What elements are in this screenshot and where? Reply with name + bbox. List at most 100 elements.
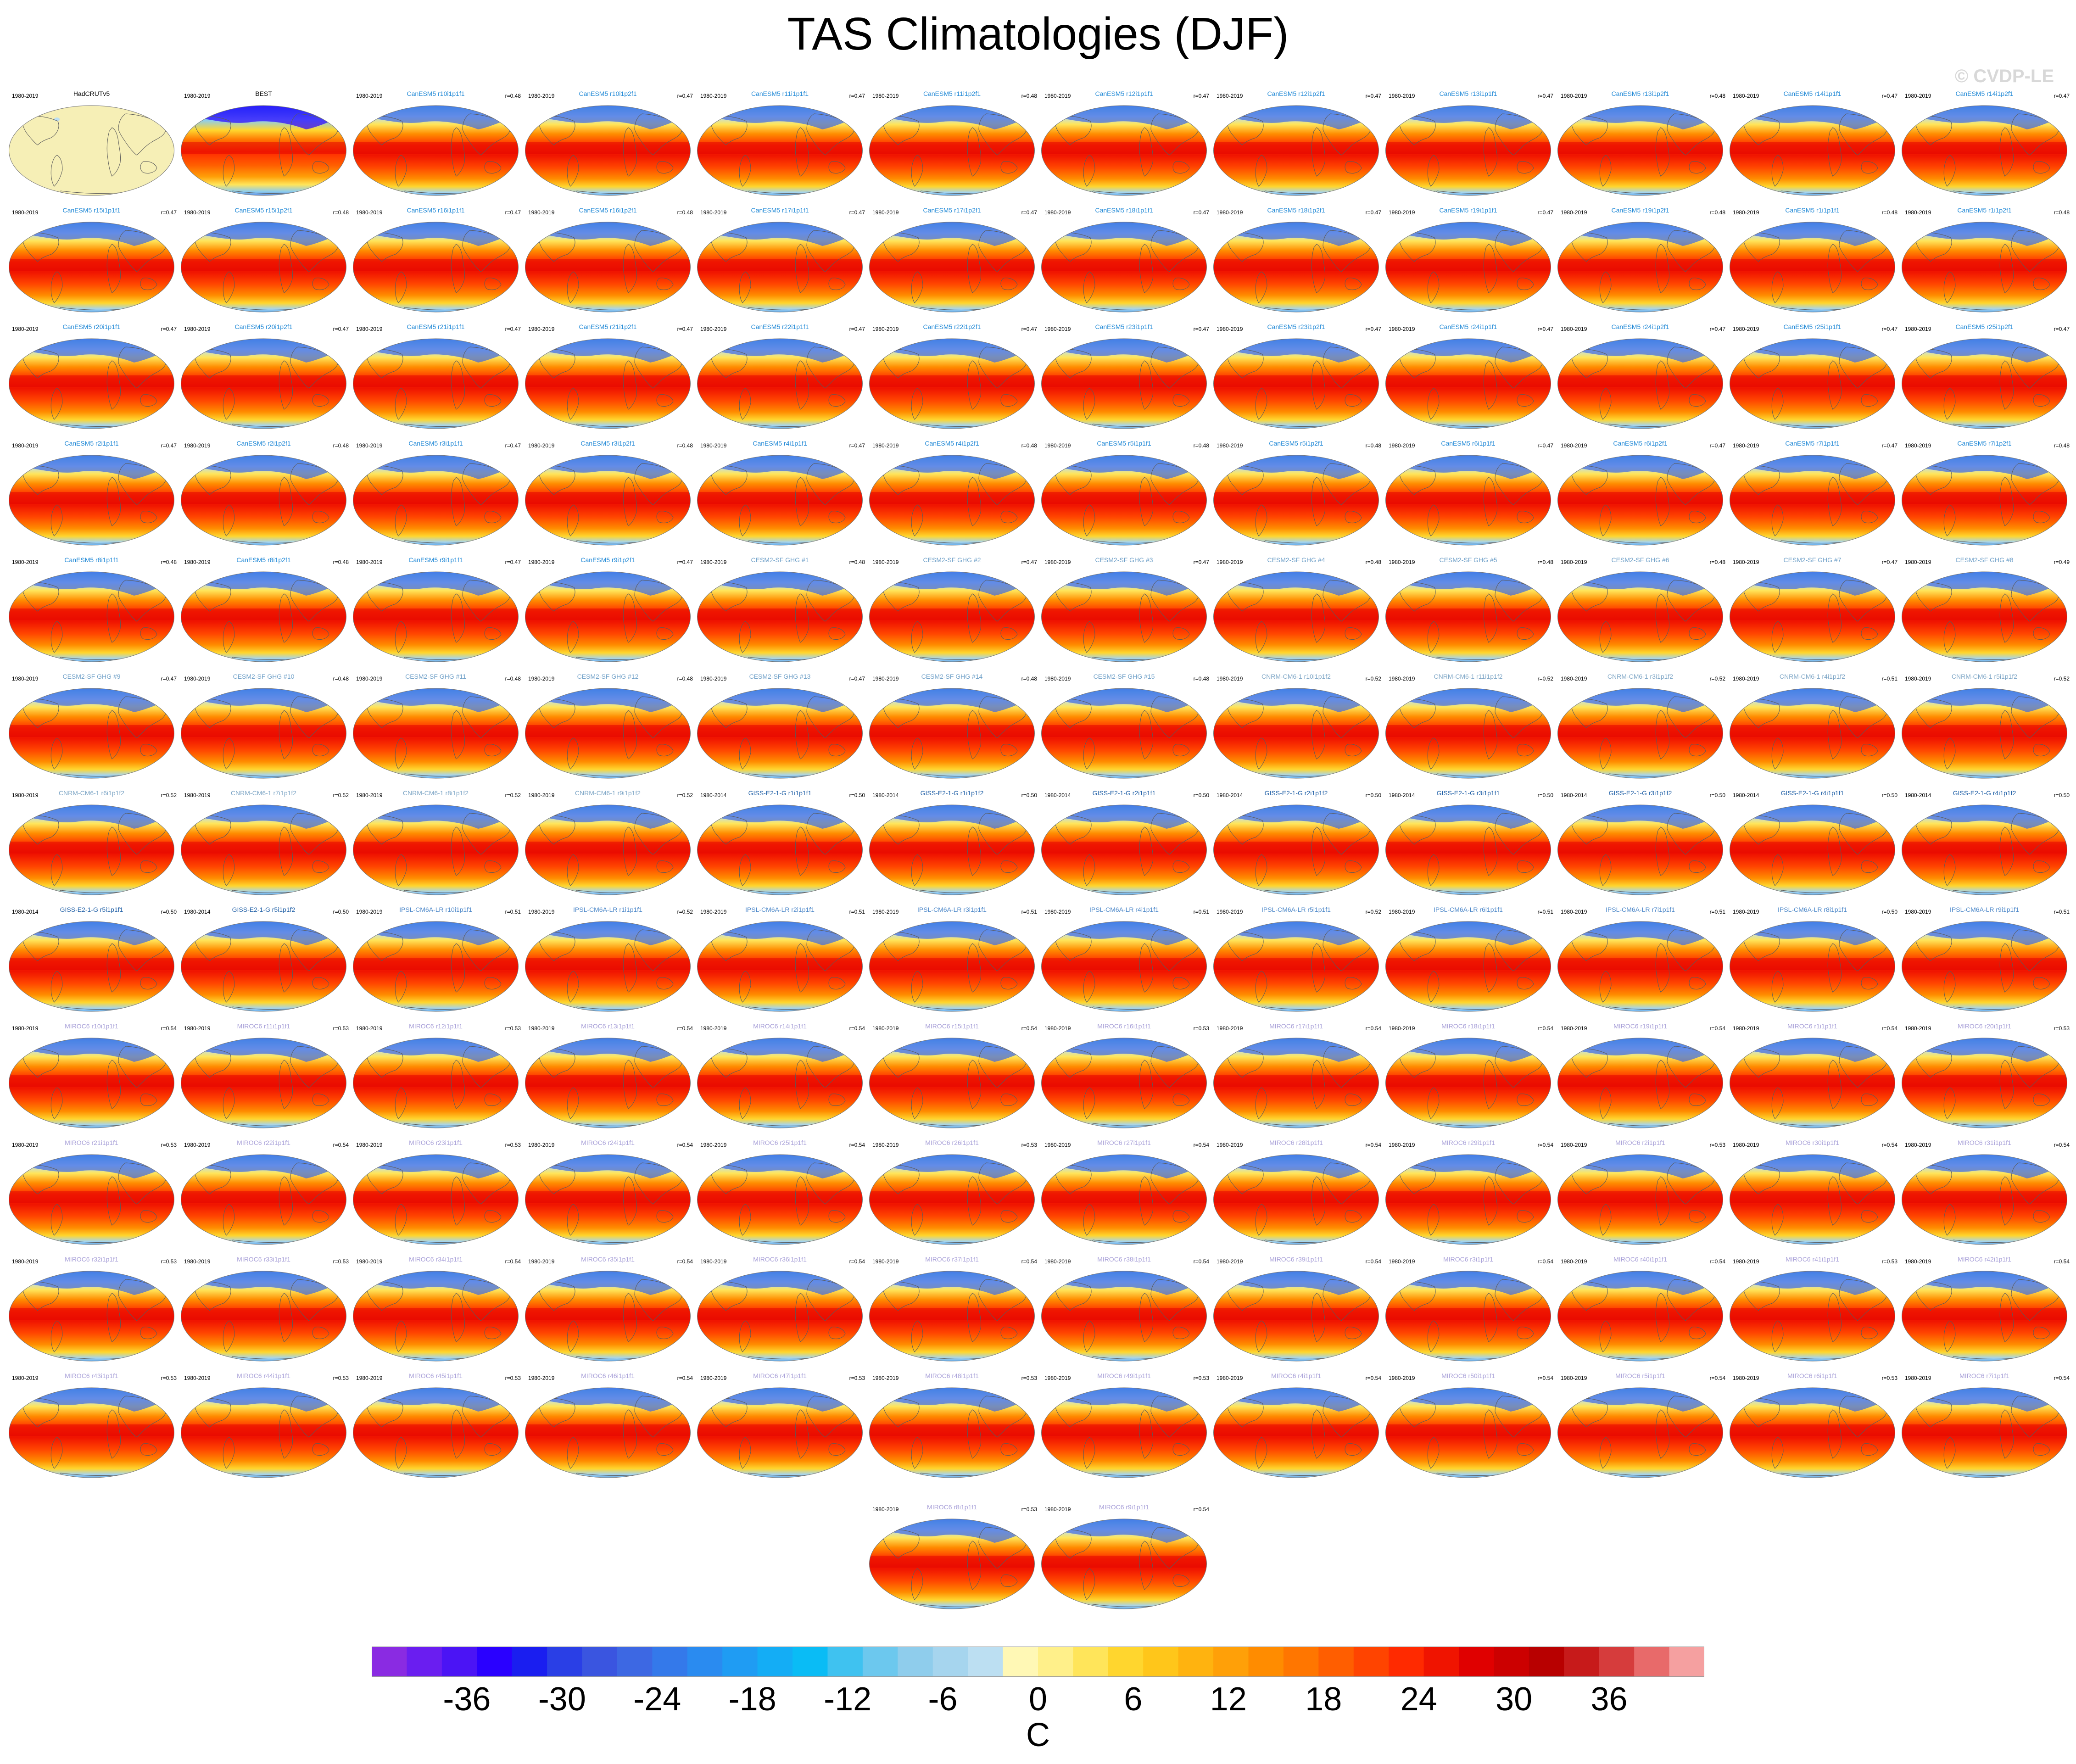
panel-period: 1980-2019	[1217, 1258, 1243, 1265]
watermark: © CVDP-LE	[1954, 66, 2054, 86]
colorbar	[372, 1647, 1704, 1677]
panel-name: CanESM5 r7i1p1f1	[1785, 440, 1840, 447]
map-plot	[1730, 1271, 1895, 1362]
panel-pattern-correlation: r=0.47	[1709, 442, 1725, 449]
panel-period: 1980-2019	[184, 209, 211, 216]
map-panel: 1980-2019 MIROC6 r25i1p1f1 r=0.54	[694, 1139, 866, 1247]
colorbar-bin	[1318, 1647, 1354, 1677]
panel-name: MIROC6 r4i1p1f1	[1271, 1372, 1321, 1379]
panel-name: GISS-E2-1-G r4i1p1f2	[1953, 789, 2016, 797]
map-plot	[1041, 1271, 1207, 1362]
panel-name: CanESM5 r16i1p2f1	[579, 207, 637, 214]
map-plot	[1557, 804, 1723, 895]
panel-pattern-correlation: r=0.48	[333, 675, 349, 682]
panel-name: CanESM5 r20i1p1f1	[62, 323, 121, 330]
panel-pattern-correlation: r=0.53	[1881, 1258, 1897, 1265]
map-panel: 1980-2019 CanESM5 r20i1p1f1 r=0.47	[6, 323, 178, 431]
map-panel: 1980-2019 MIROC6 r10i1p1f1 r=0.54	[6, 1022, 178, 1131]
panel-name: CESM2-SF GHG #11	[405, 673, 466, 680]
panel-name: MIROC6 r42i1p1f1	[1958, 1256, 2011, 1263]
panel-period: 1980-2019	[1389, 1142, 1415, 1148]
panel-pattern-correlation: r=0.51	[849, 909, 865, 915]
panel-pattern-correlation: r=0.47	[1881, 93, 1897, 99]
panel-period: 1980-2019	[528, 93, 555, 99]
panel-period: 1980-2019	[356, 1142, 383, 1148]
map-panel: 1980-2019 MIROC6 r29i1p1f1 r=0.54	[1382, 1139, 1554, 1247]
map-plot	[1557, 105, 1723, 196]
panel-pattern-correlation: r=0.53	[1021, 1142, 1037, 1148]
map-panel: 1980-2019 CanESM5 r8i1p1f1 r=0.48	[6, 556, 178, 664]
map-panel: 1980-2019 MIROC6 r24i1p1f1 r=0.54	[522, 1139, 694, 1247]
map-plot	[1213, 571, 1379, 662]
map-plot	[1385, 804, 1551, 895]
panel-name: CESM2-SF GHG #4	[1267, 556, 1325, 564]
map-plot	[1902, 921, 2067, 1012]
panel-pattern-correlation: r=0.53	[1881, 1375, 1897, 1381]
map-plot	[697, 921, 863, 1012]
map-plot	[525, 688, 691, 779]
panel-period: 1980-2019	[1905, 559, 1931, 565]
panel-period: 1980-2019	[1733, 1142, 1759, 1148]
panel-name: CNRM-CM6-1 r11i1p1f2	[1434, 673, 1503, 680]
map-panel: 1980-2019 IPSL-CM6A-LR r2i1p1f1 r=0.51	[694, 906, 866, 1014]
colorbar-bin	[582, 1647, 618, 1677]
panel-period: 1980-2019	[1733, 93, 1759, 99]
panel-period: 1980-2019	[700, 1142, 727, 1148]
map-plot	[9, 455, 174, 546]
panel-period: 1980-2019	[184, 442, 211, 449]
colorbar-tick-label: 18	[1305, 1681, 1342, 1718]
panel-period: 1980-2019	[1905, 326, 1931, 332]
map-panel: 1980-2019 CanESM5 r6i1p1f1 r=0.47	[1382, 440, 1554, 548]
panel-period: 1980-2019	[528, 1142, 555, 1148]
panel-pattern-correlation: r=0.47	[1365, 93, 1381, 99]
panel-period: 1980-2014	[1561, 792, 1587, 798]
map-panel: 1980-2019 MIROC6 r42i1p1f1 r=0.54	[1898, 1256, 2070, 1364]
panel-name: CanESM5 r13i1p1f1	[1439, 90, 1497, 97]
colorbar-bin	[862, 1647, 898, 1677]
map-plot	[1041, 921, 1207, 1012]
map-plot	[181, 222, 346, 313]
panel-period: 1980-2019	[356, 442, 383, 449]
panel-period: 1980-2019	[872, 1142, 899, 1148]
colorbar-bin	[1108, 1647, 1144, 1677]
map-panel: 1980-2019 CanESM5 r24i1p2f1 r=0.47	[1554, 323, 1726, 431]
panel-name: CanESM5 r10i1p1f1	[407, 90, 465, 97]
panel-name: MIROC6 r26i1p1f1	[925, 1139, 979, 1146]
panel-period: 1980-2014	[1044, 792, 1071, 798]
map-panel: 1980-2019 MIROC6 r30i1p1f1 r=0.54	[1726, 1139, 1898, 1247]
panel-period: 1980-2019	[12, 675, 39, 682]
panel-name: GISS-E2-1-G r1i1p1f1	[748, 789, 812, 797]
panel-name: MIROC6 r34i1p1f1	[409, 1256, 463, 1263]
panel-name: CESM2-SF GHG #12	[577, 673, 639, 680]
map-plot	[9, 338, 174, 429]
map-plot	[1730, 804, 1895, 895]
panel-name: MIROC6 r38i1p1f1	[1097, 1256, 1151, 1263]
panel-pattern-correlation: r=0.52	[1537, 675, 1553, 682]
map-plot	[525, 1154, 691, 1245]
map-plot	[1213, 1154, 1379, 1245]
panel-period: 1980-2014	[700, 792, 727, 798]
panel-period: 1980-2019	[356, 209, 383, 216]
panel-name: MIROC6 r13i1p1f1	[581, 1022, 635, 1030]
panel-name: IPSL-CM6A-LR r3i1p1f1	[917, 906, 987, 913]
colorbar-bin	[792, 1647, 828, 1677]
panel-period: 1980-2019	[1044, 442, 1071, 449]
panel-name: MIROC6 r49i1p1f1	[1097, 1372, 1151, 1379]
panel-name: GISS-E2-1-G r4i1p1f1	[1780, 789, 1844, 797]
map-panel: 1980-2019 MIROC6 r6i1p1f1 r=0.53	[1726, 1372, 1898, 1480]
panel-name: CNRM-CM6-1 r8i1p1f2	[402, 789, 469, 797]
map-panel: 1980-2019 CESM2-SF GHG #15 r=0.48	[1038, 673, 1210, 781]
panel-pattern-correlation: r=0.54	[1537, 1258, 1553, 1265]
colorbar-bin	[1178, 1647, 1214, 1677]
panel-pattern-correlation: r=0.52	[1365, 909, 1381, 915]
panel-pattern-correlation: r=0.48	[677, 442, 693, 449]
map-panel: 1980-2019 IPSL-CM6A-LR r6i1p1f1 r=0.51	[1382, 906, 1554, 1014]
panel-name: MIROC6 r33i1p1f1	[237, 1256, 290, 1263]
panel-period: 1980-2019	[1217, 675, 1243, 682]
map-panel: 1980-2019 MIROC6 r46i1p1f1 r=0.54	[522, 1372, 694, 1480]
panel-pattern-correlation: r=0.47	[849, 675, 865, 682]
colorbar-bin	[1529, 1647, 1564, 1677]
map-plot	[525, 455, 691, 546]
panel-name: CanESM5 r22i1p1f1	[751, 323, 809, 330]
map-plot	[1557, 1154, 1723, 1245]
